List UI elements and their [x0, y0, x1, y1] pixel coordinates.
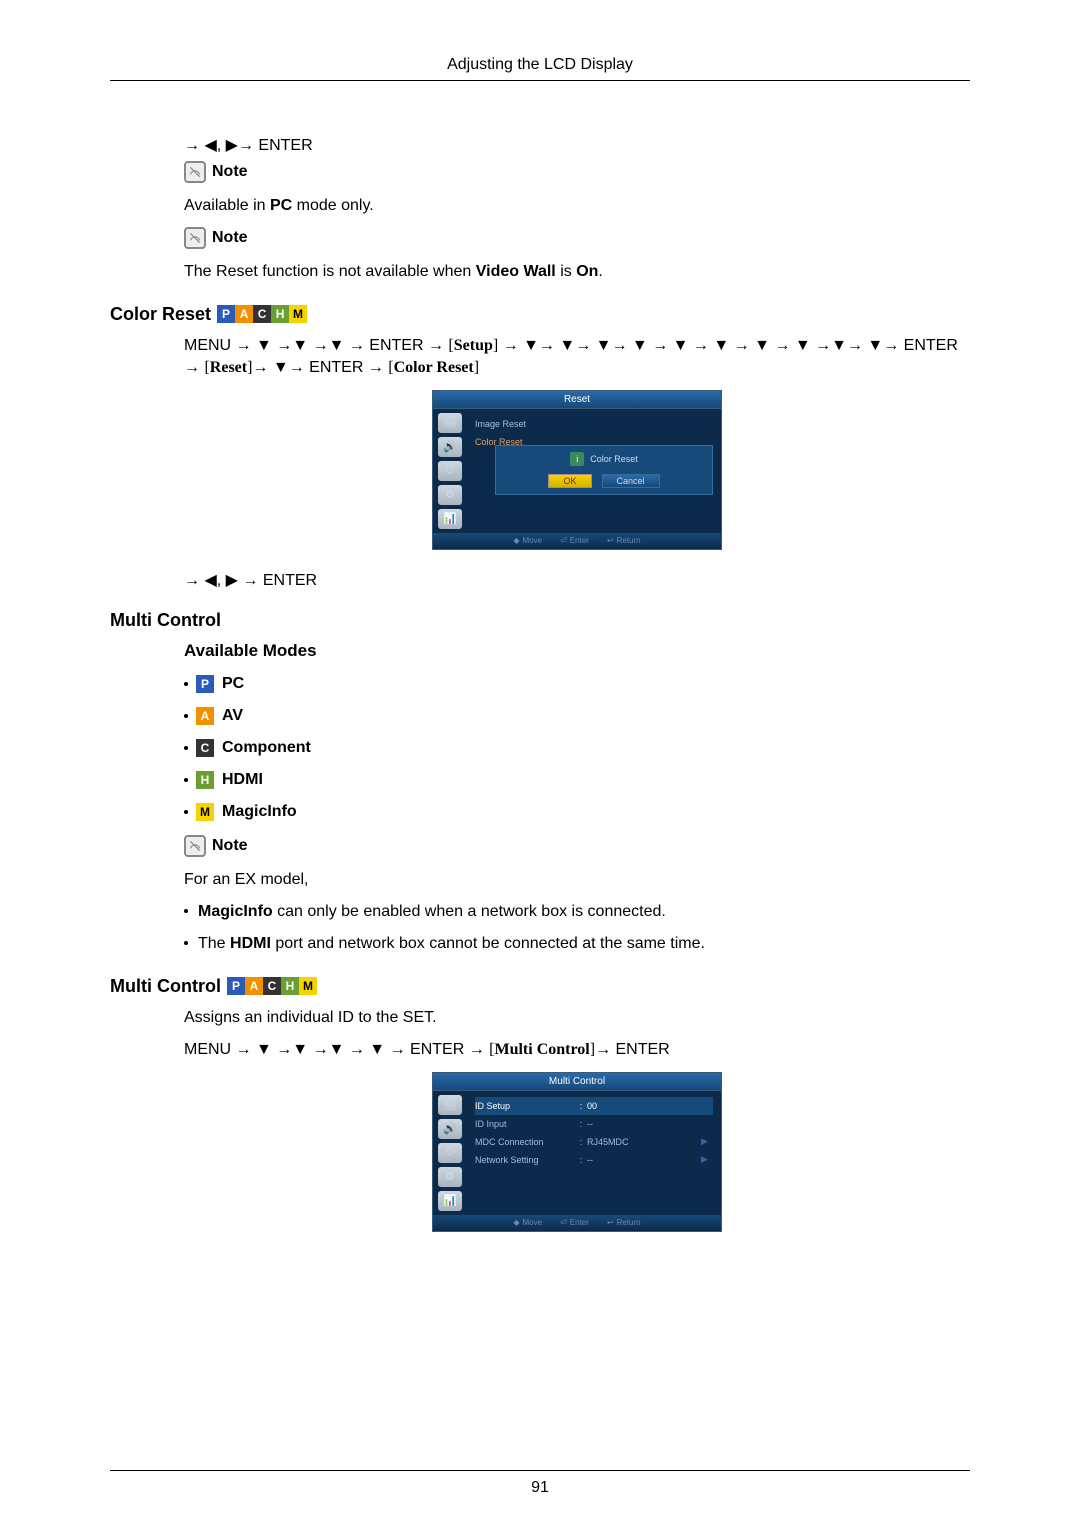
osd-dialog: iColor Reset OK Cancel — [495, 445, 713, 495]
body-text-2: The Reset function is not available when… — [184, 261, 970, 283]
osd-side-icon: 📊 — [438, 509, 462, 529]
osd-row[interactable]: Network Setting:--▶ — [475, 1151, 713, 1169]
menu-path-multi-control: MENU → ▼ →▼ →▼ → ▼ → ENTER → [Multi Cont… — [184, 1039, 970, 1061]
osd-foot-enter: ⏎ Enter — [560, 1218, 589, 1227]
menu-path-color-reset: MENU → ▼ →▼ →▼ → ENTER → [Setup] → ▼→ ▼→… — [184, 335, 970, 380]
mode-badge: M — [196, 803, 214, 821]
osd-row[interactable]: ID Setup:00 — [475, 1097, 713, 1115]
osd-ok-button[interactable]: OK — [548, 474, 591, 488]
mode-badge: H — [196, 771, 214, 789]
mc2-desc: Assigns an individual ID to the SET. — [184, 1007, 970, 1029]
mode-item: MMagicInfo — [184, 803, 970, 821]
osd-side-icon: ⚙ — [438, 485, 462, 505]
osd-title: Reset — [433, 391, 721, 409]
osd-multi-control: Multi Control 🖼 🔊 ⏱ ⚙ 📊 ID Setup:00ID In… — [432, 1072, 722, 1232]
section-color-reset: Color Reset P A C H M — [110, 304, 970, 325]
note-item: The HDMI port and network box cannot be … — [184, 933, 970, 955]
osd-side-icon: 📊 — [438, 1191, 462, 1211]
mode-item: CComponent — [184, 739, 970, 757]
mode-item: HHDMI — [184, 771, 970, 789]
mode-item: AAV — [184, 707, 970, 725]
page-header: Adjusting the LCD Display — [110, 56, 970, 80]
mode-badges: P A C H M — [227, 977, 317, 995]
available-modes-heading: Available Modes — [184, 641, 970, 661]
mode-badge: P — [196, 675, 214, 693]
osd-row[interactable]: ID Input:-- — [475, 1115, 713, 1133]
note-label: Note — [212, 229, 248, 247]
section-multi-control: Multi Control — [110, 610, 970, 631]
body-text-1: Available in PC mode only. — [184, 195, 970, 217]
osd-side-icon: 🖼 — [438, 1095, 462, 1115]
mode-item: PPC — [184, 675, 970, 693]
note-icon — [184, 227, 206, 249]
osd-cancel-button[interactable]: Cancel — [602, 474, 660, 488]
note-label: Note — [212, 837, 248, 855]
nav-line-1: → ◀, ▶→ ENTER — [184, 135, 970, 155]
osd-row[interactable]: MDC Connection:RJ45MDC▶ — [475, 1133, 713, 1151]
osd-side-icon: 🔊 — [438, 1119, 462, 1139]
note-item: MagicInfo can only be enabled when a net… — [184, 901, 970, 923]
note-intro: For an EX model, — [184, 869, 970, 891]
nav-line-2: → ◀, ▶ → ENTER — [184, 570, 970, 590]
note-icon — [184, 161, 206, 183]
page-number: 91 — [0, 1479, 1080, 1497]
osd-foot-enter: ⏎ Enter — [560, 536, 589, 545]
note-label: Note — [212, 163, 248, 181]
osd-side-icon: ⏱ — [438, 1143, 462, 1163]
mode-badge: C — [196, 739, 214, 757]
note-icon — [184, 835, 206, 857]
osd-color-reset: Reset 🖼 🔊 ⏱ ⚙ 📊 Image Reset Color Reset — [432, 390, 722, 550]
mode-badge: A — [196, 707, 214, 725]
osd-side-icon: 🔊 — [438, 437, 462, 457]
osd-foot-return: ↩ Return — [607, 1218, 641, 1227]
osd-foot-return: ↩ Return — [607, 536, 641, 545]
osd-side-icon: 🖼 — [438, 413, 462, 433]
osd-side-icon: ⏱ — [438, 461, 462, 481]
mode-badges: P A C H M — [217, 305, 307, 323]
osd-foot-move: ◆ Move — [513, 1218, 542, 1227]
osd-title: Multi Control — [433, 1073, 721, 1091]
osd-foot-move: ◆ Move — [513, 536, 542, 545]
section-multi-control-2: Multi Control P A C H M — [110, 976, 970, 997]
osd-side-icon: ⚙ — [438, 1167, 462, 1187]
